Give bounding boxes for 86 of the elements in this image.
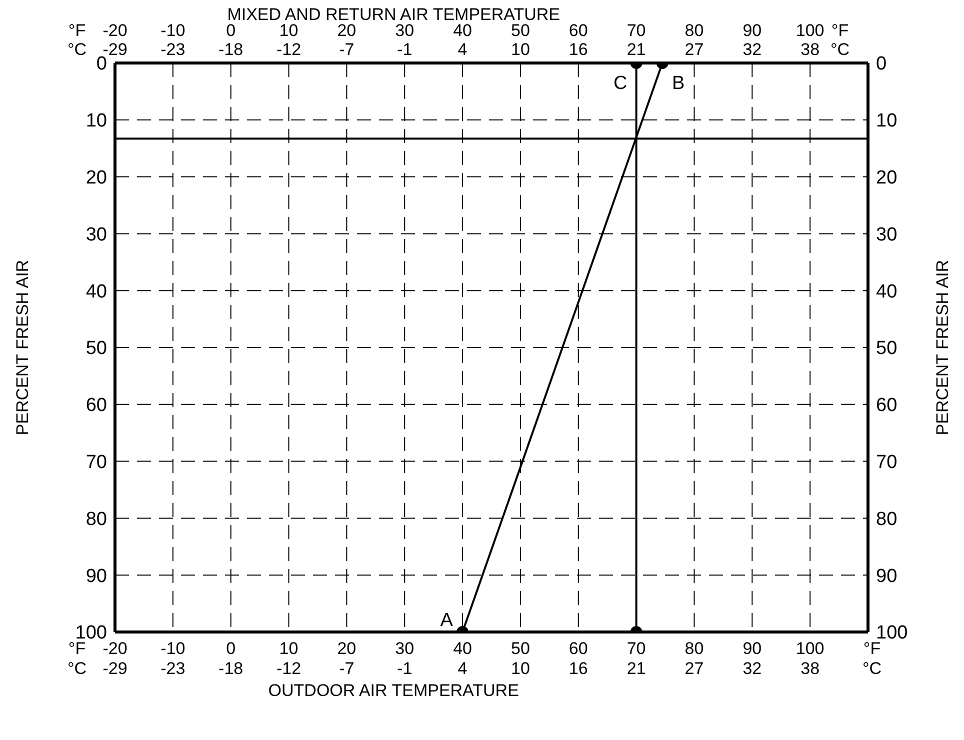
text: °C <box>67 659 87 678</box>
text: 10 <box>511 40 530 59</box>
text: -1 <box>397 40 412 59</box>
x-tick-label: 0 <box>226 639 236 658</box>
x2-tick-label: -10 <box>160 21 186 40</box>
text: °C <box>830 40 850 59</box>
text: 16 <box>568 659 588 678</box>
y2-tick-label: 10 <box>876 110 898 132</box>
text: 4 <box>458 40 468 59</box>
x-axis-title: OUTDOOR AIR TEMPERATURE <box>268 681 519 700</box>
text: 4 <box>458 659 468 678</box>
annotation: B <box>672 73 685 94</box>
x-tick-label: 50 <box>511 639 530 658</box>
x-tick-label: 90 <box>742 639 762 658</box>
text: 10 <box>511 659 530 678</box>
y2-tick-label: 50 <box>876 338 898 360</box>
y2-tick-label: 90 <box>876 566 898 587</box>
x2-tick-label: 40 <box>453 21 472 40</box>
text: 16 <box>568 40 588 59</box>
text: °F <box>68 639 86 658</box>
y-tick-label: 60 <box>86 395 107 416</box>
text: -29 <box>102 659 128 678</box>
x2-tick-label: 100 <box>796 21 824 40</box>
y2-tick-label: 70 <box>876 452 898 474</box>
y-tick-label: 70 <box>86 452 107 474</box>
x-tick-label: 30 <box>395 639 414 658</box>
text: 38 <box>800 40 820 59</box>
x-tick-label: 100 <box>796 639 824 658</box>
text: -1 <box>397 659 412 678</box>
text: °C <box>862 659 882 678</box>
text: -23 <box>160 659 186 678</box>
y-tick-label: 40 <box>86 281 107 302</box>
text: °F <box>68 21 86 40</box>
text: -18 <box>218 659 244 678</box>
x-tick-label: -10 <box>160 639 186 658</box>
x-tick-label: -20 <box>102 639 128 658</box>
annotation: C <box>613 73 628 94</box>
y2-tick-label: 80 <box>876 508 898 530</box>
y2-axis-title: PERCENT FRESH AIR <box>933 260 952 436</box>
text: -12 <box>276 659 302 678</box>
x2-tick-label: 80 <box>684 21 704 40</box>
text: -12 <box>276 40 302 59</box>
x2-tick-label: 60 <box>568 21 588 40</box>
y-tick-label: 50 <box>86 338 107 360</box>
y2-tick-label: 0 <box>876 54 887 75</box>
text: 32 <box>742 40 762 59</box>
x2-tick-label: 90 <box>742 21 762 40</box>
text: -7 <box>339 40 354 59</box>
y-tick-label: 20 <box>86 168 107 189</box>
y2-tick-label: 40 <box>876 281 898 302</box>
x2-tick-label: 30 <box>395 21 414 40</box>
y2-tick-label: 20 <box>876 168 898 189</box>
y-tick-label: 30 <box>86 224 107 246</box>
x2-tick-label: 70 <box>626 21 646 40</box>
text: 32 <box>742 659 762 678</box>
text: °F <box>831 21 849 40</box>
text: -18 <box>218 40 244 59</box>
text: °F <box>863 639 881 658</box>
x-tick-label: 80 <box>684 639 704 658</box>
y-tick-label: 0 <box>96 54 107 75</box>
y2-tick-label: 60 <box>876 395 898 416</box>
x2-axis-title: MIXED AND RETURN AIR TEMPERATURE <box>227 5 560 24</box>
x-tick-label: 60 <box>568 639 588 658</box>
annotation: A <box>440 610 454 631</box>
text: °C <box>67 40 87 59</box>
x-tick-label: 10 <box>279 639 298 658</box>
x2-tick-label: 10 <box>279 21 298 40</box>
x-tick-label: 70 <box>626 639 646 658</box>
text: 21 <box>626 659 646 678</box>
text: 38 <box>800 659 820 678</box>
x2-tick-label: 0 <box>226 21 236 40</box>
x-tick-label: 40 <box>453 639 472 658</box>
y-tick-label: 90 <box>86 566 107 587</box>
x2-tick-label: -20 <box>102 21 128 40</box>
y2-tick-label: 30 <box>876 224 898 246</box>
y-axis-title: PERCENT FRESH AIR <box>13 260 32 436</box>
text: -23 <box>160 40 186 59</box>
text: -7 <box>339 659 354 678</box>
x2-tick-label: 20 <box>337 21 356 40</box>
y-tick-label: 10 <box>86 110 107 132</box>
y-tick-label: 80 <box>86 508 107 530</box>
text: 27 <box>684 659 704 678</box>
x2-tick-label: 50 <box>511 21 530 40</box>
text: 21 <box>626 40 646 59</box>
x-tick-label: 20 <box>337 639 356 658</box>
text: 27 <box>684 40 704 59</box>
